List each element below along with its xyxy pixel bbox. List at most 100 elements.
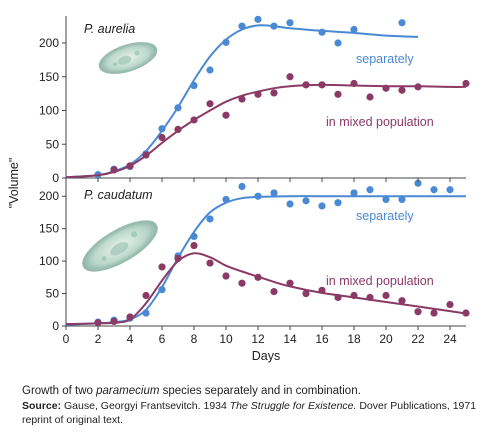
bottom-mixed-point [270, 288, 278, 296]
caption-text-start: Growth of two [22, 385, 97, 397]
paramecium-aurelia-illustration [98, 42, 158, 74]
top-mixed-point [382, 84, 390, 92]
top-mixed-point [286, 73, 294, 81]
bottom-y-tick-label: 150 [39, 222, 59, 236]
bottom-mixed-point [366, 293, 374, 302]
top-mixed-point [222, 111, 230, 119]
bottom-mixed-point [142, 291, 150, 300]
bottom-separately-point [382, 195, 390, 204]
x-tick-label: 16 [315, 332, 329, 346]
top-separately-point [222, 38, 230, 46]
bottom-panel-frame [65, 180, 466, 327]
top-mixed-point [318, 81, 326, 89]
bottom-separately-point [222, 195, 230, 204]
bottom-separately-point [158, 286, 166, 294]
top-mixed-point [398, 86, 406, 94]
x-tick-label: 10 [219, 332, 233, 346]
bottom-mixed-point [158, 263, 166, 271]
bottom-separately-point [350, 189, 358, 197]
top-separately-point [206, 66, 214, 74]
top-separately-point [174, 104, 182, 112]
x-tick-label: 14 [283, 332, 297, 346]
x-tick-label: 12 [251, 332, 265, 346]
top-mixed-curve [65, 83, 467, 179]
top-mixed-point [142, 151, 150, 159]
top-mixed-point [238, 95, 246, 103]
source-publisher: Dover Publications, 1971 reprint of orig… [22, 400, 477, 426]
figure-caption: Growth of two paramecium species separat… [22, 384, 361, 399]
top-y-tick-label: 150 [39, 70, 59, 84]
top-mixed-point [414, 83, 422, 91]
top-mixed-point [254, 90, 262, 98]
top-panel-frame [65, 16, 466, 179]
caption-text-end: species separately and in combination. [159, 385, 361, 397]
y-axis-label: "Volume" [7, 158, 21, 209]
bottom-separately-point [446, 186, 454, 194]
bottom-mixed-point [318, 286, 326, 294]
x-tick-label: 8 [191, 332, 198, 346]
top-mixed-point [462, 79, 470, 88]
bottom-separately-point [142, 309, 150, 317]
top-separately-point [286, 19, 294, 27]
top-separately-point [318, 28, 326, 36]
bottom-mixed-point [302, 289, 310, 298]
source-note: Source: Gause, Georgyi Frantsevitch. 193… [22, 399, 482, 427]
bottom-mixed-point [94, 319, 102, 327]
top-separately-point [158, 125, 166, 133]
top-separately-point [398, 19, 406, 27]
bottom-mixed-point [222, 272, 230, 280]
top-mixed-point [270, 89, 278, 97]
top-separately-point [254, 15, 262, 23]
bottom-y-tick-label: 0 [52, 319, 59, 333]
top-separately-point [334, 39, 342, 47]
bottom-separately-point [318, 202, 326, 210]
source-label: Source: [22, 400, 62, 412]
bottom-separately-point [398, 195, 406, 204]
x-axis-label: Days [252, 349, 280, 363]
bottom-separately-point [206, 215, 214, 223]
bottom-mixed-point [430, 309, 438, 317]
bottom-separately-point [190, 232, 198, 241]
bottom-mixed-point [462, 309, 470, 317]
top-mixed-label: in mixed population [326, 115, 434, 129]
top-mixed-point [190, 116, 198, 124]
x-tick-label: 6 [159, 332, 166, 346]
bottom-mixed-point [334, 293, 342, 302]
bottom-separately-point [366, 186, 374, 194]
bottom-mixed-point [126, 313, 134, 321]
x-tick-label: 18 [347, 332, 361, 346]
top-mixed-point [126, 162, 134, 170]
bottom-separately-point [302, 197, 310, 205]
bottom-y-tick-label: 100 [39, 254, 59, 268]
bottom-mixed-label: in mixed population [326, 274, 434, 288]
bottom-mixed-point [110, 317, 118, 326]
top-y-tick-label: 0 [52, 171, 59, 185]
bottom-separately-point [254, 192, 262, 200]
top-y-tick-label: 50 [46, 137, 60, 151]
bottom-mixed-point [350, 291, 358, 300]
top-separately-point [350, 25, 358, 34]
top-separately-point [238, 22, 246, 30]
bottom-mixed-point [254, 273, 262, 281]
x-tick-label: 22 [411, 332, 425, 346]
bottom-y-tick-label: 50 [46, 287, 60, 301]
source-book-title: The Struggle for Existence. [229, 400, 357, 412]
bottom-mixed-point [286, 279, 294, 287]
top-panel-title: P. aurelia [84, 22, 135, 36]
bottom-separately-point [270, 189, 278, 197]
top-mixed-point [366, 93, 374, 101]
bottom-mixed-point [398, 297, 406, 305]
bottom-separately-point [238, 182, 246, 191]
top-mixed-point [302, 81, 310, 89]
bottom-mixed-point [174, 254, 182, 263]
bottom-mixed-point [238, 279, 246, 287]
bottom-mixed-point [206, 259, 214, 267]
x-tick-label: 4 [127, 332, 134, 346]
top-mixed-point [334, 90, 342, 98]
bottom-separately-point [334, 199, 342, 207]
top-separately-label: separately [356, 52, 414, 66]
top-separately-point [190, 81, 198, 90]
bottom-separately-point [414, 179, 422, 187]
